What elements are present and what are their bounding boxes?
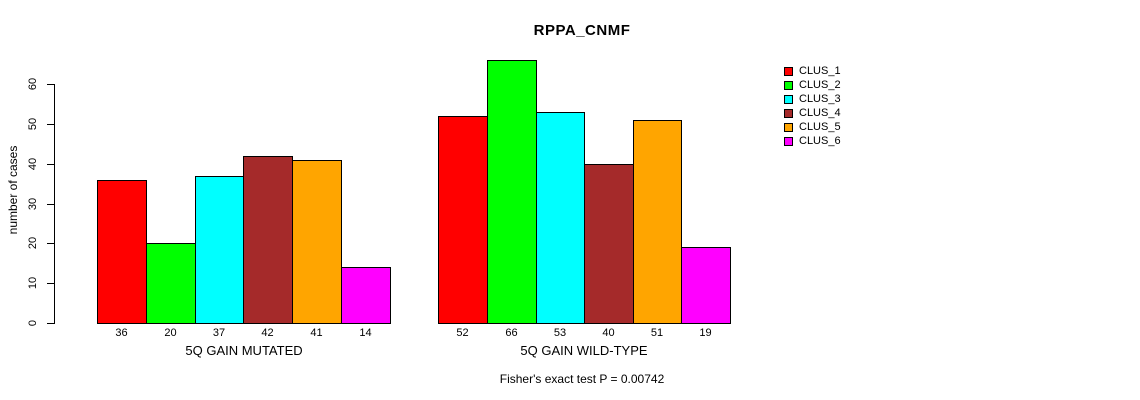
bar-value-label: 52: [456, 327, 469, 339]
bar-value-label: 40: [602, 327, 615, 339]
bar-clus_3-group-2: [536, 112, 585, 324]
legend-swatch: [784, 80, 793, 90]
bar-clus_2-group-1: [146, 243, 196, 324]
group-label-5q-gain-wild-type: 5Q GAIN WILD-TYPE: [520, 343, 648, 358]
bar-value-label: 51: [650, 327, 664, 339]
legend-swatch: [784, 108, 793, 118]
bar-value-label: 42: [261, 327, 274, 339]
legend-item: CLUS_2: [784, 78, 841, 92]
bar-clus_4-group-2: [584, 164, 634, 324]
legend-swatch: [784, 94, 793, 104]
legend-label: CLUS_2: [799, 79, 841, 91]
y-tick-label: 30: [27, 197, 39, 211]
legend-label: CLUS_1: [799, 65, 841, 77]
bar-value-label: 53: [553, 327, 567, 339]
y-axis-label: number of cases: [6, 145, 20, 235]
bar-clus_4-group-1: [243, 156, 293, 324]
legend-swatch: [784, 66, 793, 76]
legend-swatch: [784, 136, 793, 146]
bar-clus_6-group-1: [341, 267, 391, 324]
legend-item: CLUS_5: [784, 120, 841, 134]
legend-item: CLUS_3: [784, 92, 841, 106]
bar-value-label: 19: [699, 327, 712, 339]
stats-annotation: Fisher's exact test P = 0.00742: [499, 372, 665, 386]
legend-item: CLUS_4: [784, 106, 841, 120]
bar-clus_5-group-2: [633, 120, 682, 324]
legend-item: CLUS_1: [784, 64, 841, 78]
y-tick-label: 50: [27, 117, 39, 131]
bar-clus_1-group-1: [97, 180, 147, 324]
legend: CLUS_1 CLUS_2 CLUS_3 CLUS_4 CLUS_5 CLUS_6: [784, 64, 841, 148]
y-tick-label: 10: [27, 276, 39, 290]
chart-title: RPPA_CNMF: [533, 22, 631, 39]
bar-clus_1-group-2: [438, 116, 488, 324]
y-tick-label: 0: [27, 319, 39, 327]
group-label-5q-gain-mutated: 5Q GAIN MUTATED: [185, 343, 303, 358]
y-tick-label: 60: [27, 77, 39, 91]
y-tick-label: 40: [27, 157, 39, 171]
y-tick-mark: [47, 243, 54, 244]
bar-value-label: 20: [164, 327, 177, 339]
y-tick-label: 20: [27, 236, 39, 250]
legend-label: CLUS_5: [799, 121, 841, 133]
y-tick-mark: [47, 124, 54, 125]
bar-clus_6-group-2: [681, 247, 731, 324]
bar-clus_3-group-1: [195, 176, 244, 324]
bar-clus_5-group-1: [292, 160, 342, 324]
y-tick-mark: [47, 204, 54, 205]
bar-value-label: 41: [310, 327, 323, 339]
legend-item: CLUS_6: [784, 134, 841, 148]
legend-label: CLUS_4: [799, 107, 841, 119]
bar-clus_2-group-2: [487, 60, 537, 324]
y-tick-mark: [47, 283, 54, 284]
legend-label: CLUS_3: [799, 93, 841, 105]
bar-value-label: 66: [505, 327, 518, 339]
legend-swatch: [784, 122, 793, 132]
y-tick-mark: [47, 164, 54, 165]
bar-value-label: 14: [359, 327, 372, 339]
y-tick-mark: [47, 323, 54, 324]
bar-value-label: 37: [212, 327, 226, 339]
legend-label: CLUS_6: [799, 135, 841, 147]
bar-value-label: 36: [115, 327, 128, 339]
y-tick-mark: [47, 84, 54, 85]
y-axis-line: [54, 84, 55, 324]
